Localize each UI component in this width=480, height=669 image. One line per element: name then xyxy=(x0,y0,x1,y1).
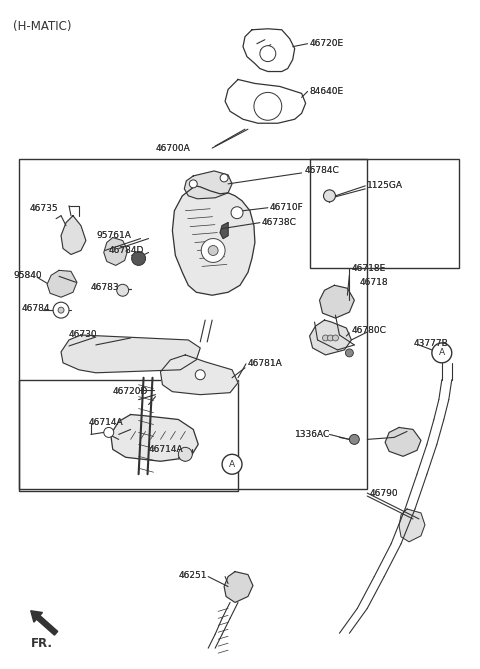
Text: 1125GA: 1125GA xyxy=(367,181,403,191)
Text: 1336AC: 1336AC xyxy=(295,430,330,439)
Circle shape xyxy=(189,180,197,188)
Text: 46730: 46730 xyxy=(69,330,97,339)
Circle shape xyxy=(208,246,218,256)
Polygon shape xyxy=(385,427,421,456)
Circle shape xyxy=(333,335,338,341)
Text: 46784D: 46784D xyxy=(109,246,144,255)
Circle shape xyxy=(201,239,225,262)
Bar xyxy=(19,159,367,489)
Text: 46790: 46790 xyxy=(369,488,398,498)
Text: 95761A: 95761A xyxy=(97,231,132,240)
Text: 46710F: 46710F xyxy=(270,203,303,212)
Text: 46720D: 46720D xyxy=(113,387,148,396)
Circle shape xyxy=(231,207,243,219)
Polygon shape xyxy=(184,171,232,199)
Polygon shape xyxy=(220,223,228,239)
Text: 46700A: 46700A xyxy=(156,144,190,153)
Text: 46781A: 46781A xyxy=(248,359,283,369)
Polygon shape xyxy=(61,335,200,373)
Text: 46714A: 46714A xyxy=(148,445,183,454)
Text: 46714A: 46714A xyxy=(89,418,123,427)
Text: A: A xyxy=(439,349,445,357)
Circle shape xyxy=(260,45,276,62)
Polygon shape xyxy=(172,186,255,295)
Text: 46720D: 46720D xyxy=(113,387,148,396)
Circle shape xyxy=(132,252,145,266)
Text: 46784C: 46784C xyxy=(305,167,339,175)
Text: 46718E: 46718E xyxy=(351,264,385,273)
Text: 46714A: 46714A xyxy=(148,445,183,454)
Text: 46718E: 46718E xyxy=(351,264,385,273)
Circle shape xyxy=(53,302,69,318)
Circle shape xyxy=(222,454,242,474)
Text: 46720E: 46720E xyxy=(310,39,344,48)
Text: 46784D: 46784D xyxy=(109,246,144,255)
Text: 46780C: 46780C xyxy=(351,326,386,334)
Text: 46735: 46735 xyxy=(29,204,58,213)
Polygon shape xyxy=(224,571,253,603)
Text: 46730: 46730 xyxy=(69,330,97,339)
Text: 46735: 46735 xyxy=(29,204,58,213)
Text: A: A xyxy=(229,460,235,469)
Circle shape xyxy=(104,427,114,438)
Text: 46718: 46718 xyxy=(360,278,388,287)
Polygon shape xyxy=(111,415,198,461)
Text: 46251: 46251 xyxy=(179,571,207,580)
Circle shape xyxy=(432,343,452,363)
Circle shape xyxy=(327,335,334,341)
Text: 46710F: 46710F xyxy=(270,203,303,212)
Polygon shape xyxy=(243,29,295,72)
Text: 46700A: 46700A xyxy=(156,144,190,153)
Bar xyxy=(19,380,238,491)
Bar xyxy=(310,159,459,268)
Polygon shape xyxy=(310,320,351,355)
Text: (H-MATIC): (H-MATIC) xyxy=(13,20,72,33)
Text: 46720E: 46720E xyxy=(310,39,344,48)
Text: 46790: 46790 xyxy=(369,488,398,498)
Text: 46784: 46784 xyxy=(21,304,50,312)
Text: 46781A: 46781A xyxy=(248,359,283,369)
Text: 95840: 95840 xyxy=(13,271,42,280)
Circle shape xyxy=(349,434,360,444)
Text: 84640E: 84640E xyxy=(310,87,344,96)
Polygon shape xyxy=(47,270,77,297)
Polygon shape xyxy=(104,237,128,266)
Circle shape xyxy=(323,335,328,341)
Text: 46783: 46783 xyxy=(91,283,120,292)
Circle shape xyxy=(254,92,282,120)
Circle shape xyxy=(179,448,192,461)
Text: 46784C: 46784C xyxy=(305,167,339,175)
Polygon shape xyxy=(399,509,425,542)
Text: 1125GA: 1125GA xyxy=(367,181,403,191)
Polygon shape xyxy=(225,80,306,123)
Text: 1336AC: 1336AC xyxy=(295,430,330,439)
Circle shape xyxy=(195,370,205,380)
Text: 46783: 46783 xyxy=(91,283,120,292)
Text: 43777B: 43777B xyxy=(414,339,449,349)
Circle shape xyxy=(58,307,64,313)
Text: 46714A: 46714A xyxy=(89,418,123,427)
Polygon shape xyxy=(160,355,238,395)
FancyArrow shape xyxy=(31,611,58,635)
Polygon shape xyxy=(320,285,354,318)
Text: 46738C: 46738C xyxy=(262,218,297,227)
Text: 46738C: 46738C xyxy=(262,218,297,227)
Text: 95840: 95840 xyxy=(13,271,42,280)
Text: FR.: FR. xyxy=(31,637,53,650)
Circle shape xyxy=(220,174,228,182)
Text: 46251: 46251 xyxy=(179,571,207,580)
Text: 43777B: 43777B xyxy=(414,339,449,349)
Polygon shape xyxy=(61,215,86,254)
Text: 95761A: 95761A xyxy=(97,231,132,240)
Circle shape xyxy=(324,190,336,202)
Circle shape xyxy=(346,349,353,357)
Circle shape xyxy=(117,284,129,296)
Text: 46784: 46784 xyxy=(21,304,50,312)
Text: 46780C: 46780C xyxy=(351,326,386,334)
Text: 46718: 46718 xyxy=(360,278,388,287)
Text: 84640E: 84640E xyxy=(310,87,344,96)
